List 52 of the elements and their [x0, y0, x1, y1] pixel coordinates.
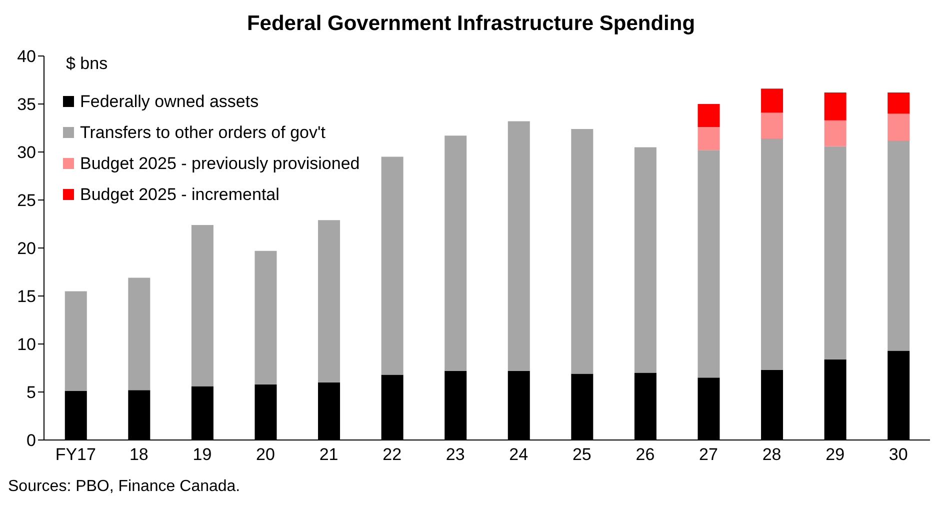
bar [571, 128, 594, 374]
bar [888, 114, 910, 140]
y-tick-label: 30 [17, 143, 36, 162]
x-tick-label: 19 [192, 445, 212, 464]
bar [824, 146, 846, 360]
y-tick-label: 15 [17, 287, 36, 306]
x-tick-label: 20 [256, 445, 275, 464]
bar [761, 138, 784, 370]
legend-label: Budget 2025 - incremental [80, 184, 280, 204]
bar [128, 278, 150, 390]
y-axis-title: $ bns [66, 54, 108, 74]
y-tick-label: 35 [17, 95, 36, 114]
y-tick-label: 40 [17, 47, 36, 66]
legend-label: Budget 2025 - previously provisioned [80, 154, 360, 174]
bar [888, 140, 910, 351]
chart-title: Federal Government Infrastructure Spending [246, 11, 696, 37]
x-tick-label: 28 [762, 445, 782, 464]
x-tick-label: 22 [382, 445, 402, 464]
x-tick-label: 23 [446, 445, 465, 464]
x-tick-label: 29 [826, 445, 845, 464]
bar [318, 220, 340, 382]
y-tick-label: 20 [17, 239, 36, 258]
bar [444, 136, 467, 371]
x-tick-label: 30 [888, 445, 908, 464]
bar [508, 121, 530, 371]
bar [824, 92, 846, 120]
bar [191, 224, 214, 386]
bar [698, 104, 720, 128]
y-tick-label: 0 [26, 431, 36, 450]
bar [634, 147, 656, 373]
bar [698, 127, 720, 150]
bar [698, 150, 720, 378]
bar [888, 92, 910, 114]
y-tick-label: 25 [17, 191, 36, 210]
bar [824, 120, 846, 146]
bar [761, 88, 784, 113]
legend-label: Federally owned assets [80, 92, 259, 112]
x-tick-label: 25 [572, 445, 592, 464]
x-tick-label: 26 [636, 445, 655, 464]
legend-label: Transfers to other orders of gov't [80, 122, 326, 142]
x-tick-label: FY17 [55, 445, 96, 464]
bar [64, 291, 87, 392]
bar [381, 156, 404, 375]
x-tick-label: 18 [129, 445, 148, 464]
x-tick-label: 27 [699, 445, 718, 464]
y-tick-label: 5 [26, 383, 36, 402]
bar [254, 250, 277, 384]
y-tick-label: 10 [17, 335, 36, 354]
source-note: Sources: PBO, Finance Canada. [8, 478, 242, 496]
x-tick-label: 24 [509, 445, 528, 464]
bar [761, 112, 784, 139]
x-tick-label: 21 [319, 445, 338, 464]
